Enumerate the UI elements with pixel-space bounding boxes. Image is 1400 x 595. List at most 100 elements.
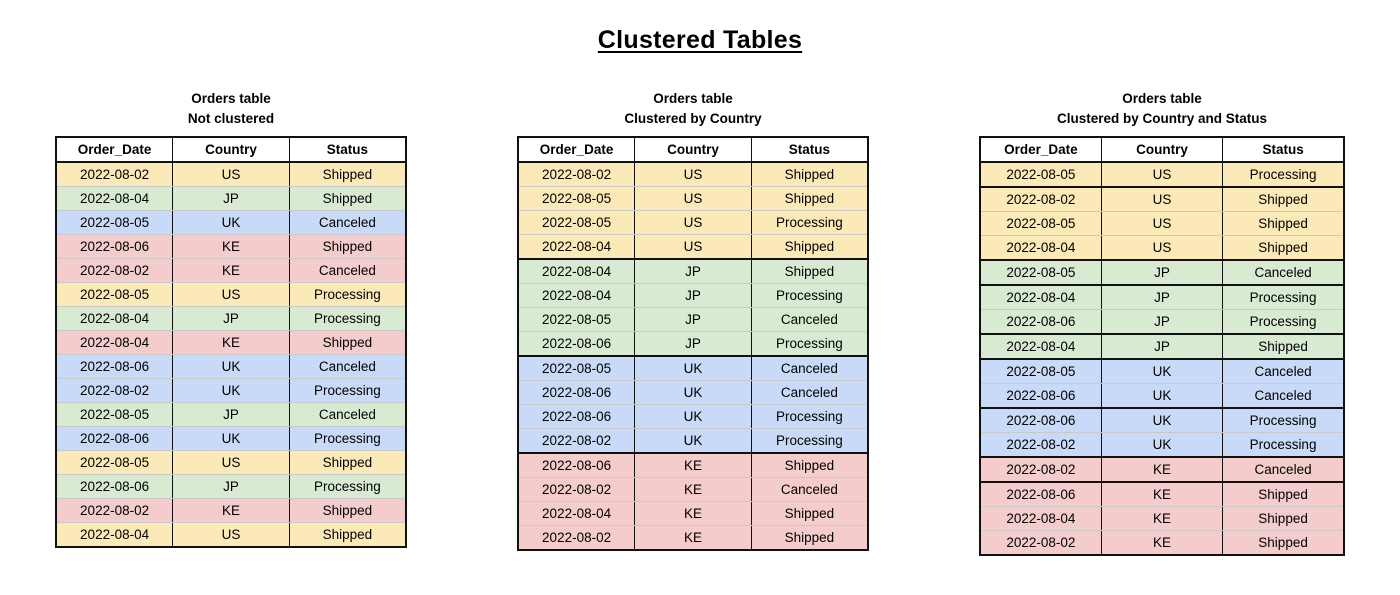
cell-order-date: 2022-08-02 <box>979 186 1102 212</box>
table-row: 2022-08-06 UK Canceled <box>55 354 407 379</box>
table-row: 2022-08-06 UK Processing <box>517 404 869 429</box>
cell-order-date: 2022-08-02 <box>55 498 174 523</box>
cell-country: KE <box>172 258 290 283</box>
cell-country: UK <box>634 380 752 405</box>
cell-status: Shipped <box>288 186 407 211</box>
table-row: 2022-08-05 JP Canceled <box>517 307 869 332</box>
table-row: 2022-08-04 KE Shipped <box>979 506 1345 531</box>
table-row: 2022-08-02 KE Shipped <box>55 498 407 523</box>
cell-status: Processing <box>288 306 407 331</box>
cell-status: Processing <box>750 283 869 308</box>
cell-order-date: 2022-08-06 <box>979 481 1102 507</box>
table-row: 2022-08-02 UK Processing <box>517 428 869 454</box>
cell-country: JP <box>634 307 752 332</box>
table-row: 2022-08-06 KE Shipped <box>517 452 869 478</box>
cell-status: Processing <box>1222 432 1345 458</box>
cell-country: UK <box>172 426 290 451</box>
cell-status: Shipped <box>1222 481 1345 507</box>
table-row: 2022-08-05 US Shipped <box>55 450 407 475</box>
table-row: 2022-08-02 US Shipped <box>55 161 407 187</box>
cell-order-date: 2022-08-02 <box>55 378 174 403</box>
cell-order-date: 2022-08-05 <box>517 186 636 211</box>
table-row: 2022-08-02 UK Processing <box>979 432 1345 458</box>
cell-order-date: 2022-08-02 <box>517 525 636 551</box>
cell-country: KE <box>172 498 290 523</box>
table-body: 2022-08-02 US Shipped 2022-08-04 JP Shipped 20… <box>55 161 407 548</box>
table-row: 2022-08-06 JP Processing <box>517 331 869 357</box>
cell-order-date: 2022-08-06 <box>55 234 174 259</box>
cell-status: Processing <box>288 378 407 403</box>
cell-country: US <box>1100 235 1224 261</box>
cell-status: Shipped <box>288 330 407 355</box>
cell-country: JP <box>1100 309 1224 335</box>
table-caption-subtitle: Not clustered <box>187 111 275 126</box>
cell-status: Canceled <box>1222 456 1345 483</box>
cell-country: KE <box>172 330 290 355</box>
cell-status: Shipped <box>1222 530 1345 556</box>
cell-country: US <box>172 522 290 548</box>
cell-status: Shipped <box>1222 506 1345 531</box>
table-panel-clustered-by-country: Orders table Clustered by Country Order_… <box>517 89 869 551</box>
column-header-status: Status <box>288 136 407 163</box>
cell-status: Shipped <box>1222 235 1345 261</box>
table-row: 2022-08-05 UK Canceled <box>55 210 407 235</box>
cell-country: US <box>1100 161 1224 188</box>
cell-order-date: 2022-08-05 <box>979 211 1102 236</box>
table-caption-subtitle: Clustered by Country <box>624 111 762 126</box>
cell-status: Shipped <box>750 258 869 284</box>
cell-status: Shipped <box>1222 186 1345 212</box>
column-header-order-date: Order_Date <box>979 136 1102 163</box>
table-row: 2022-08-06 UK Canceled <box>979 383 1345 409</box>
cell-order-date: 2022-08-04 <box>55 330 174 355</box>
cell-order-date: 2022-08-04 <box>517 283 636 308</box>
table-panel-not-clustered: Orders table Not clustered Order_Date Co… <box>55 89 407 548</box>
cell-order-date: 2022-08-06 <box>979 407 1102 433</box>
table-caption: Orders table Clustered by Country and St… <box>979 89 1345 129</box>
cell-status: Shipped <box>288 161 407 187</box>
cell-order-date: 2022-08-02 <box>979 432 1102 458</box>
table-row: 2022-08-05 US Processing <box>517 210 869 235</box>
cell-status: Processing <box>1222 161 1345 188</box>
cell-status: Processing <box>1222 284 1345 310</box>
cell-country: US <box>634 186 752 211</box>
table-caption-title: Orders table <box>191 91 271 106</box>
cell-status: Canceled <box>750 355 869 381</box>
cell-order-date: 2022-08-06 <box>517 380 636 405</box>
cell-status: Processing <box>288 474 407 499</box>
cell-country: US <box>172 161 290 187</box>
cell-order-date: 2022-08-06 <box>517 331 636 357</box>
cell-order-date: 2022-08-05 <box>517 210 636 235</box>
cell-country: UK <box>634 404 752 429</box>
table-row: 2022-08-04 JP Processing <box>979 284 1345 310</box>
table-row: 2022-08-05 US Processing <box>55 282 407 307</box>
cell-order-date: 2022-08-02 <box>55 258 174 283</box>
cell-country: UK <box>634 355 752 381</box>
cell-status: Processing <box>288 426 407 451</box>
cell-order-date: 2022-08-05 <box>517 307 636 332</box>
cell-country: KE <box>634 477 752 502</box>
cell-status: Processing <box>750 210 869 235</box>
table-row: 2022-08-06 UK Processing <box>979 407 1345 433</box>
table-row: 2022-08-05 US Shipped <box>517 186 869 211</box>
table-row: 2022-08-02 US Shipped <box>517 161 869 187</box>
table-row: 2022-08-06 JP Processing <box>55 474 407 499</box>
table-row: 2022-08-02 KE Shipped <box>517 525 869 551</box>
cell-order-date: 2022-08-05 <box>979 358 1102 384</box>
header-row: Order_Date Country Status <box>517 136 869 163</box>
cell-country: KE <box>1100 506 1224 531</box>
column-header-order-date: Order_Date <box>55 136 174 163</box>
cell-country: KE <box>1100 481 1224 507</box>
cell-order-date: 2022-08-05 <box>55 210 174 235</box>
cell-status: Canceled <box>288 258 407 283</box>
table-row: 2022-08-05 JP Canceled <box>979 259 1345 286</box>
cell-order-date: 2022-08-04 <box>55 522 174 548</box>
column-header-order-date: Order_Date <box>517 136 636 163</box>
cell-country: US <box>172 450 290 475</box>
cell-status: Processing <box>750 331 869 357</box>
cell-order-date: 2022-08-06 <box>55 354 174 379</box>
cell-order-date: 2022-08-06 <box>979 309 1102 335</box>
tables-row: Orders table Not clustered Order_Date Co… <box>0 89 1400 556</box>
cell-order-date: 2022-08-04 <box>979 333 1102 360</box>
orders-table-clustered-by-country-and-status: Order_Date Country Status 2022-08-05 US Pr… <box>979 136 1345 556</box>
cell-status: Canceled <box>1222 358 1345 384</box>
